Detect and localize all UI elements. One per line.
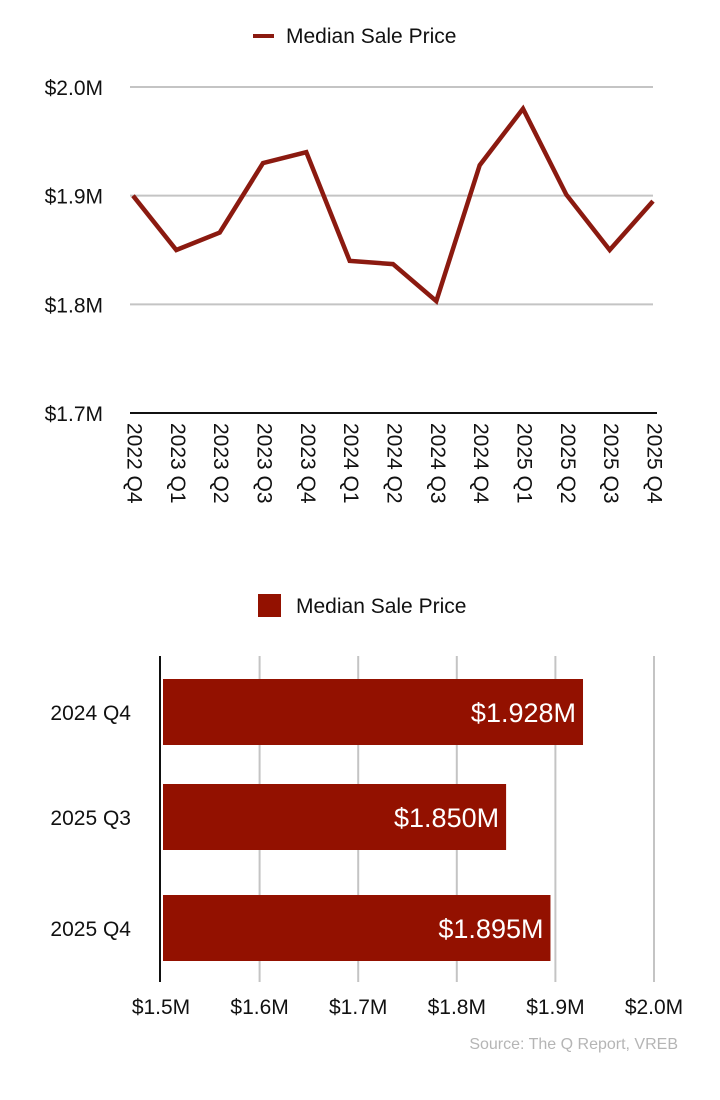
x-tick-label: $1.6M: [230, 996, 288, 1019]
line-chart: Median Sale Price $1.7M $1.8M $1.9M $2.0M 202…: [45, 25, 666, 504]
y-category-label: 2024 Q4: [50, 702, 131, 725]
x-tick-label: $1.9M: [526, 996, 584, 1019]
legend-square-swatch: [258, 594, 281, 617]
x-tick-label: 2025 Q2: [556, 423, 579, 504]
bar-chart: Median Sale Price $1.5M $1.6M $1.7M $1.8M $1.…: [50, 594, 683, 1019]
x-tick-label: 2024 Q2: [382, 423, 405, 504]
legend-label: Median Sale Price: [296, 595, 466, 618]
y-tick-label: $1.8M: [45, 294, 103, 317]
x-tick-label: 2025 Q4: [642, 423, 665, 504]
x-tick-label: $1.8M: [428, 996, 486, 1019]
series-line-median-sale-price: [131, 104, 655, 306]
x-tick-label: 2024 Q3: [426, 423, 449, 504]
x-tick-label: 2025 Q3: [599, 423, 622, 504]
source-note: Source: The Q Report, VREB: [469, 1036, 678, 1053]
x-tick-label: 2024 Q4: [469, 423, 492, 504]
x-tick-label: $1.7M: [329, 996, 387, 1019]
y-tick-label: $1.7M: [45, 403, 103, 426]
bar-data-label: $1.895M: [438, 914, 543, 944]
x-tick-label: 2022 Q4: [122, 423, 145, 504]
bar-data-label: $1.850M: [394, 803, 499, 833]
y-category-label: 2025 Q3: [50, 807, 131, 830]
x-tick-label: 2023 Q1: [166, 423, 189, 504]
x-tick-label: $1.5M: [132, 996, 190, 1019]
y-tick-label: $1.9M: [45, 186, 103, 209]
x-tick-label: 2023 Q2: [209, 423, 232, 504]
bar-legend: Median Sale Price: [258, 594, 466, 618]
y-category-label: 2025 Q4: [50, 918, 131, 941]
x-tick-label: 2023 Q4: [296, 423, 319, 504]
bar-data-label: $1.928M: [471, 698, 576, 728]
legend-label: Median Sale Price: [286, 25, 456, 48]
x-tick-label: 2025 Q1: [512, 423, 535, 504]
x-tick-label: $2.0M: [625, 996, 683, 1019]
line-legend: Median Sale Price: [253, 25, 456, 48]
y-tick-label: $2.0M: [45, 77, 103, 100]
x-tick-label: 2024 Q1: [339, 423, 362, 504]
bar: [163, 784, 507, 850]
x-tick-label: 2023 Q3: [252, 423, 275, 504]
bar: [163, 895, 551, 961]
bar: [163, 679, 584, 745]
